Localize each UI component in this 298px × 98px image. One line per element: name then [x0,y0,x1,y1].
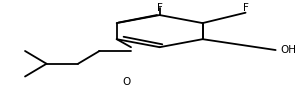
Text: OH: OH [280,45,296,55]
Text: O: O [122,77,131,87]
Text: F: F [243,3,249,13]
Text: F: F [157,3,163,13]
